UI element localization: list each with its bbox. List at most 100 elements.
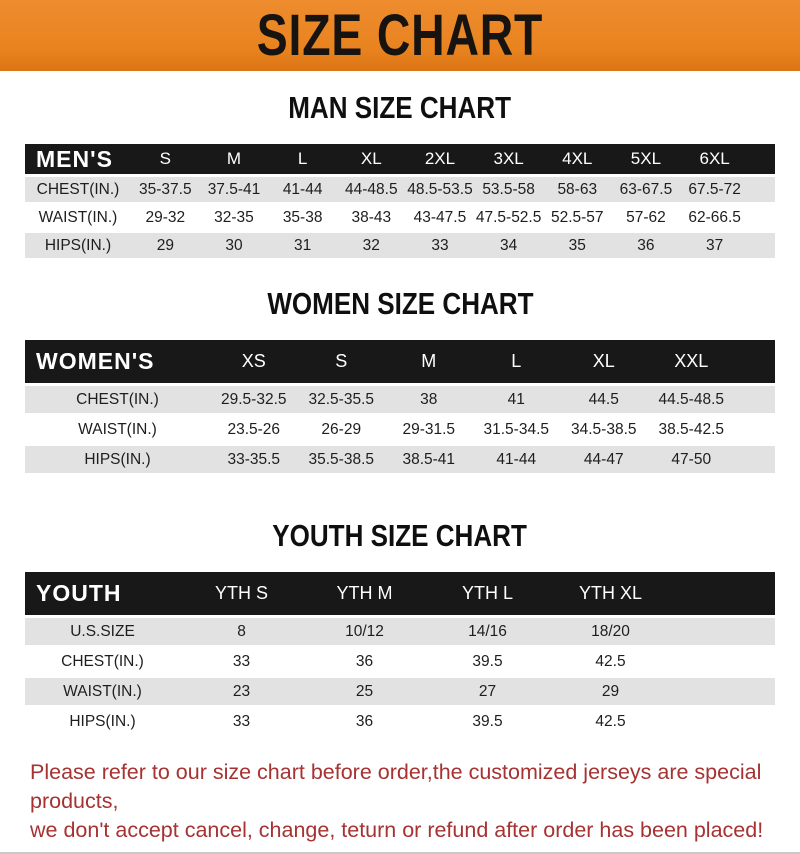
filler-cell	[749, 144, 775, 174]
size-cell: 38.5-41	[385, 446, 473, 473]
size-cell: 31	[268, 233, 337, 258]
size-cell: 29	[549, 678, 672, 705]
size-cell: 37.5-41	[199, 177, 269, 202]
size-cell: 38.5-42.5	[647, 416, 735, 443]
size-cell: 35	[542, 233, 612, 258]
column-header: M	[199, 144, 269, 174]
size-cell: 44-48.5	[336, 177, 406, 202]
column-header: 5XL	[611, 144, 681, 174]
column-header: XS	[210, 340, 298, 383]
column-header: L	[472, 340, 560, 383]
size-cell: 42.5	[549, 708, 672, 735]
row-label: HIPS(IN.)	[25, 233, 131, 258]
table-row: WAIST(IN.) 29-32 32-35 35-38 38-43 43-47.5 47.…	[25, 205, 775, 230]
row-label: CHEST(IN.)	[25, 648, 180, 675]
filler-cell	[735, 386, 775, 413]
men-size-section: MAN SIZE CHART MEN'S S M L XL 2XL 3XL 4XL 5XL 6XL…	[0, 90, 800, 261]
filler-cell	[735, 416, 775, 443]
order-notice-line-1: Please refer to our size chart before or…	[30, 760, 762, 813]
column-header: L	[268, 144, 337, 174]
size-cell: 35-38	[268, 205, 337, 230]
size-cell: 48.5-53.5	[405, 177, 475, 202]
size-cell: 67.5-72	[680, 177, 749, 202]
size-cell: 47-50	[647, 446, 735, 473]
size-cell: 52.5-57	[542, 205, 612, 230]
row-label: HIPS(IN.)	[25, 708, 180, 735]
size-cell: 36	[303, 708, 426, 735]
size-cell: 41-44	[472, 446, 560, 473]
size-cell: 39.5	[426, 708, 549, 735]
size-cell: 29	[131, 233, 200, 258]
youth-section-heading-text: YOUTH SIZE CHART	[272, 518, 528, 553]
row-label: WAIST(IN.)	[25, 416, 210, 443]
youth-section-heading: YOUTH SIZE CHART	[0, 518, 800, 557]
table-title: WOMEN'S	[25, 340, 210, 383]
row-label: HIPS(IN.)	[25, 446, 210, 473]
table-title: YOUTH	[25, 572, 180, 615]
column-header: S	[131, 144, 200, 174]
size-cell: 8	[180, 618, 303, 645]
table-row: HIPS(IN.) 29 30 31 32 33 34 35 36 37	[25, 233, 775, 258]
size-cell: 41-44	[268, 177, 337, 202]
size-cell: 39.5	[426, 648, 549, 675]
size-cell: 43-47.5	[405, 205, 475, 230]
size-cell: 14/16	[426, 618, 549, 645]
size-cell: 34.5-38.5	[560, 416, 648, 443]
size-cell: 44.5	[560, 386, 648, 413]
size-cell: 33	[405, 233, 475, 258]
size-cell: 38-43	[336, 205, 406, 230]
size-cell: 29.5-32.5	[210, 386, 298, 413]
row-label: U.S.SIZE	[25, 618, 180, 645]
size-cell: 35.5-38.5	[297, 446, 385, 473]
table-row: HIPS(IN.) 33 36 39.5 42.5	[25, 708, 775, 735]
column-header: 3XL	[474, 144, 543, 174]
filler-cell	[749, 233, 775, 258]
column-header: YTH M	[303, 572, 426, 615]
row-label: WAIST(IN.)	[25, 205, 131, 230]
filler-cell	[672, 572, 775, 615]
size-cell: 35-37.5	[131, 177, 200, 202]
size-cell: 38	[385, 386, 473, 413]
youth-size-section: YOUTH SIZE CHART YOUTH YTH S YTH M YTH L YTH…	[0, 518, 800, 738]
size-cell: 29-32	[131, 205, 200, 230]
table-row: CHEST(IN.) 29.5-32.5 32.5-35.5 38 41 44.5 44.5…	[25, 386, 775, 413]
size-cell: 36	[303, 648, 426, 675]
filler-cell	[672, 708, 775, 735]
order-notice-line-2: we don't accept cancel, change, teturn o…	[30, 818, 764, 842]
column-header: XL	[560, 340, 648, 383]
filler-cell	[672, 618, 775, 645]
size-cell: 36	[611, 233, 681, 258]
men-section-heading-text: MAN SIZE CHART	[288, 90, 512, 125]
women-section-heading-text: WOMEN SIZE CHART	[266, 286, 534, 321]
size-cell: 44.5-48.5	[647, 386, 735, 413]
column-header: YTH S	[180, 572, 303, 615]
men-section-heading: MAN SIZE CHART	[0, 90, 800, 129]
column-header: XXL	[647, 340, 735, 383]
size-cell: 57-62	[611, 205, 681, 230]
size-cell: 27	[426, 678, 549, 705]
column-header: YTH L	[426, 572, 549, 615]
banner-title: SIZE CHART	[256, 3, 544, 68]
order-notice: Please refer to our size chart before or…	[0, 758, 800, 854]
row-label: WAIST(IN.)	[25, 678, 180, 705]
size-cell: 26-29	[297, 416, 385, 443]
size-cell: 29-31.5	[385, 416, 473, 443]
size-cell: 23.5-26	[210, 416, 298, 443]
table-row: CHEST(IN.) 35-37.5 37.5-41 41-44 44-48.5 48.5…	[25, 177, 775, 202]
size-cell: 23	[180, 678, 303, 705]
row-label: CHEST(IN.)	[25, 177, 131, 202]
size-cell: 58-63	[542, 177, 612, 202]
size-cell: 33	[180, 648, 303, 675]
filler-cell	[735, 446, 775, 473]
filler-cell	[749, 177, 775, 202]
size-cell: 33	[180, 708, 303, 735]
size-cell: 63-67.5	[611, 177, 681, 202]
table-header-row: MEN'S S M L XL 2XL 3XL 4XL 5XL 6XL	[25, 144, 775, 174]
column-header: S	[297, 340, 385, 383]
size-cell: 32-35	[199, 205, 269, 230]
size-cell: 37	[680, 233, 749, 258]
size-cell: 30	[199, 233, 269, 258]
size-cell: 10/12	[303, 618, 426, 645]
row-label: CHEST(IN.)	[25, 386, 210, 413]
size-cell: 44-47	[560, 446, 648, 473]
